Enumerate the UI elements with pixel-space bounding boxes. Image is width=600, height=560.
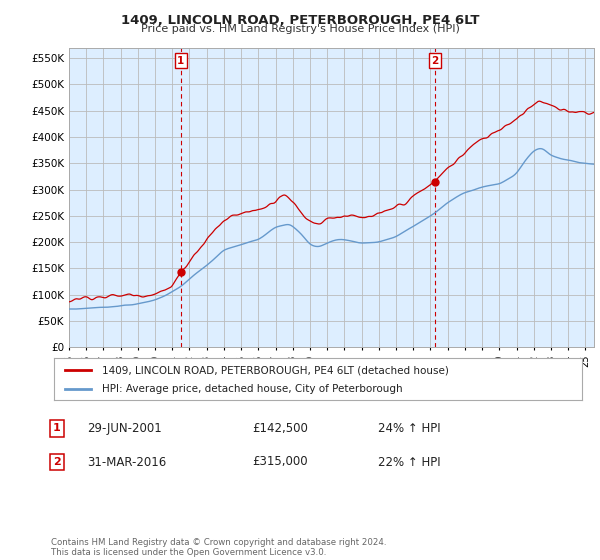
Text: £315,000: £315,000 bbox=[252, 455, 308, 469]
Text: 31-MAR-2016: 31-MAR-2016 bbox=[87, 455, 166, 469]
Text: 22% ↑ HPI: 22% ↑ HPI bbox=[378, 455, 440, 469]
Text: HPI: Average price, detached house, City of Peterborough: HPI: Average price, detached house, City… bbox=[101, 384, 402, 394]
Text: 1: 1 bbox=[53, 423, 61, 433]
Text: 1: 1 bbox=[177, 56, 185, 66]
Text: 2: 2 bbox=[53, 457, 61, 467]
Text: Price paid vs. HM Land Registry's House Price Index (HPI): Price paid vs. HM Land Registry's House … bbox=[140, 24, 460, 34]
Text: 1409, LINCOLN ROAD, PETERBOROUGH, PE4 6LT (detached house): 1409, LINCOLN ROAD, PETERBOROUGH, PE4 6L… bbox=[101, 365, 448, 375]
Text: £142,500: £142,500 bbox=[252, 422, 308, 435]
Text: 2: 2 bbox=[431, 56, 439, 66]
Text: Contains HM Land Registry data © Crown copyright and database right 2024.
This d: Contains HM Land Registry data © Crown c… bbox=[51, 538, 386, 557]
Text: 24% ↑ HPI: 24% ↑ HPI bbox=[378, 422, 440, 435]
Text: 1409, LINCOLN ROAD, PETERBOROUGH, PE4 6LT: 1409, LINCOLN ROAD, PETERBOROUGH, PE4 6L… bbox=[121, 14, 479, 27]
Text: 29-JUN-2001: 29-JUN-2001 bbox=[87, 422, 162, 435]
